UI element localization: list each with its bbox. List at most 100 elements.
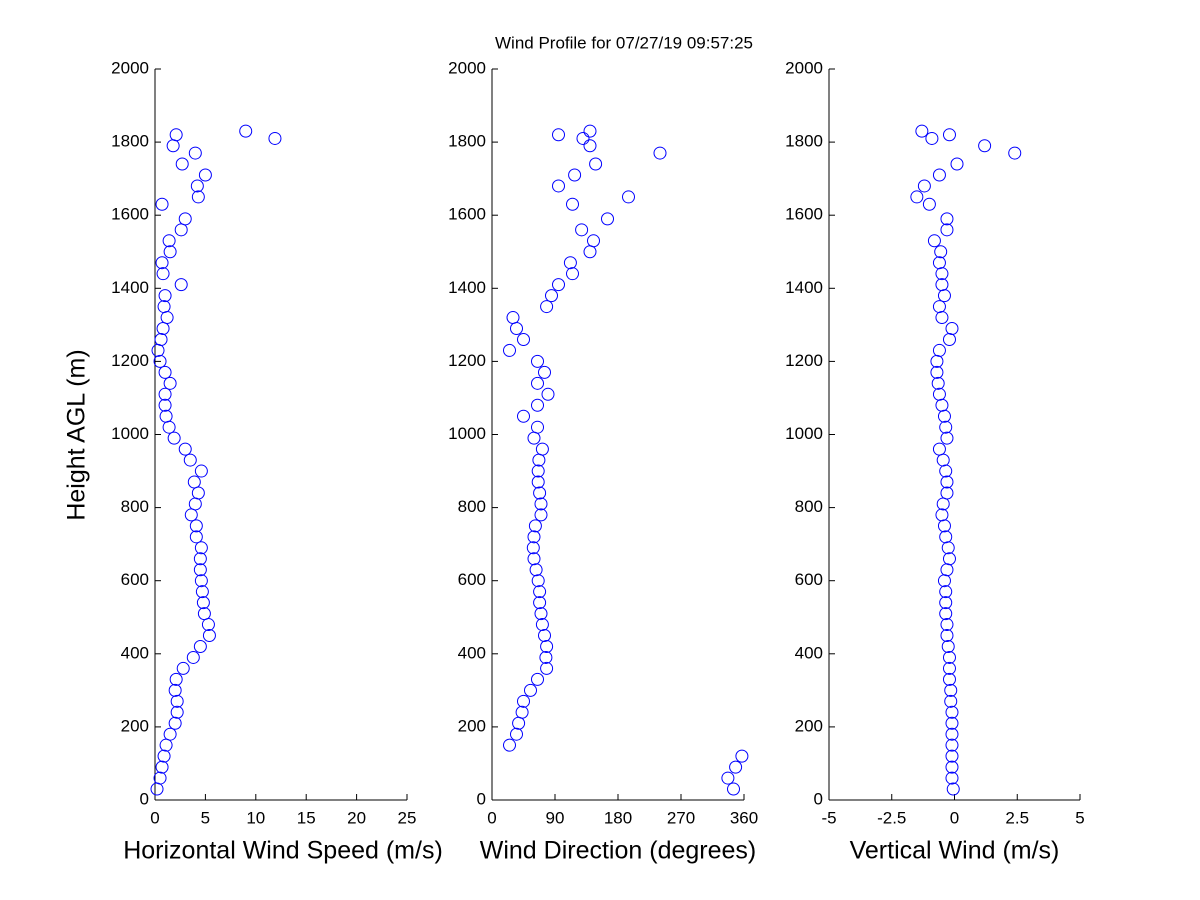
x-axis-label: Horizontal Wind Speed (m/s) xyxy=(123,837,443,865)
point xyxy=(533,596,547,610)
point xyxy=(170,705,184,719)
point xyxy=(939,607,953,621)
point xyxy=(162,234,176,248)
point xyxy=(175,157,189,171)
x-tick-label: 0 xyxy=(487,808,496,827)
point xyxy=(545,289,558,303)
point xyxy=(184,508,198,522)
point xyxy=(930,354,944,368)
y-axis-label: Height AGL (m) xyxy=(63,349,91,520)
point xyxy=(527,552,541,566)
point xyxy=(939,464,953,478)
point xyxy=(940,486,954,500)
point xyxy=(176,661,190,675)
point xyxy=(936,497,950,511)
point xyxy=(538,629,551,643)
point xyxy=(940,431,954,445)
point xyxy=(935,267,949,281)
point xyxy=(622,190,635,204)
point xyxy=(529,563,543,577)
point xyxy=(939,596,953,610)
point xyxy=(156,322,170,336)
point xyxy=(187,475,201,489)
point xyxy=(169,672,183,686)
point xyxy=(515,705,529,719)
y-tick-label: 1600 xyxy=(111,205,149,224)
point xyxy=(945,749,959,763)
chart-title: Wind Profile for 07/27/19 09:57:25 xyxy=(495,33,753,52)
y-tick-label: 1800 xyxy=(448,132,486,151)
point xyxy=(510,727,523,741)
y-tick-label: 1400 xyxy=(111,278,149,297)
point xyxy=(566,267,579,281)
point xyxy=(576,131,590,145)
point xyxy=(194,574,208,588)
point xyxy=(942,552,956,566)
point xyxy=(566,197,579,211)
point xyxy=(937,289,951,303)
point xyxy=(539,650,553,664)
point xyxy=(945,705,959,719)
x-tick-label: 0 xyxy=(950,808,959,827)
point xyxy=(163,376,177,390)
point xyxy=(194,464,208,478)
point xyxy=(932,256,946,270)
point xyxy=(169,128,183,142)
point xyxy=(552,128,565,142)
point xyxy=(196,596,210,610)
point xyxy=(910,190,924,204)
point xyxy=(153,354,167,368)
point xyxy=(178,212,192,226)
point xyxy=(978,139,992,153)
point xyxy=(163,245,177,259)
point xyxy=(540,639,554,653)
point xyxy=(533,585,547,599)
point xyxy=(583,124,597,138)
point xyxy=(931,376,945,390)
point xyxy=(942,128,956,142)
y-tick-label: 1800 xyxy=(111,132,149,151)
point xyxy=(191,190,205,204)
y-tick-label: 1200 xyxy=(111,351,149,370)
point xyxy=(540,300,554,314)
point xyxy=(534,508,548,522)
point xyxy=(721,771,735,785)
point xyxy=(944,694,958,708)
point xyxy=(937,519,951,533)
point xyxy=(915,124,929,138)
point xyxy=(939,420,953,434)
point xyxy=(524,683,537,697)
point xyxy=(935,311,949,325)
point xyxy=(552,179,565,193)
point xyxy=(193,639,207,653)
y-tick-label: 1200 xyxy=(785,351,823,370)
point xyxy=(154,332,168,346)
point xyxy=(239,124,253,138)
point xyxy=(941,639,955,653)
y-tick-label: 200 xyxy=(458,716,486,735)
point xyxy=(526,541,540,555)
point xyxy=(194,541,208,555)
x-tick-label: 15 xyxy=(297,808,316,827)
point xyxy=(942,332,956,346)
point xyxy=(940,629,954,643)
point xyxy=(517,694,530,708)
point xyxy=(517,409,530,423)
point xyxy=(535,442,549,456)
y-tick-label: 1800 xyxy=(785,132,823,151)
point xyxy=(160,311,174,325)
y-tick-label: 1400 xyxy=(448,278,486,297)
point xyxy=(945,727,959,741)
point xyxy=(653,146,667,160)
point xyxy=(937,574,951,588)
point xyxy=(174,278,188,292)
point xyxy=(922,197,936,211)
point xyxy=(945,322,959,336)
y-tick-label: 800 xyxy=(795,497,823,516)
point xyxy=(940,563,954,577)
point xyxy=(189,519,203,533)
point xyxy=(729,760,743,774)
y-tick-label: 800 xyxy=(458,497,486,516)
point xyxy=(528,519,542,533)
